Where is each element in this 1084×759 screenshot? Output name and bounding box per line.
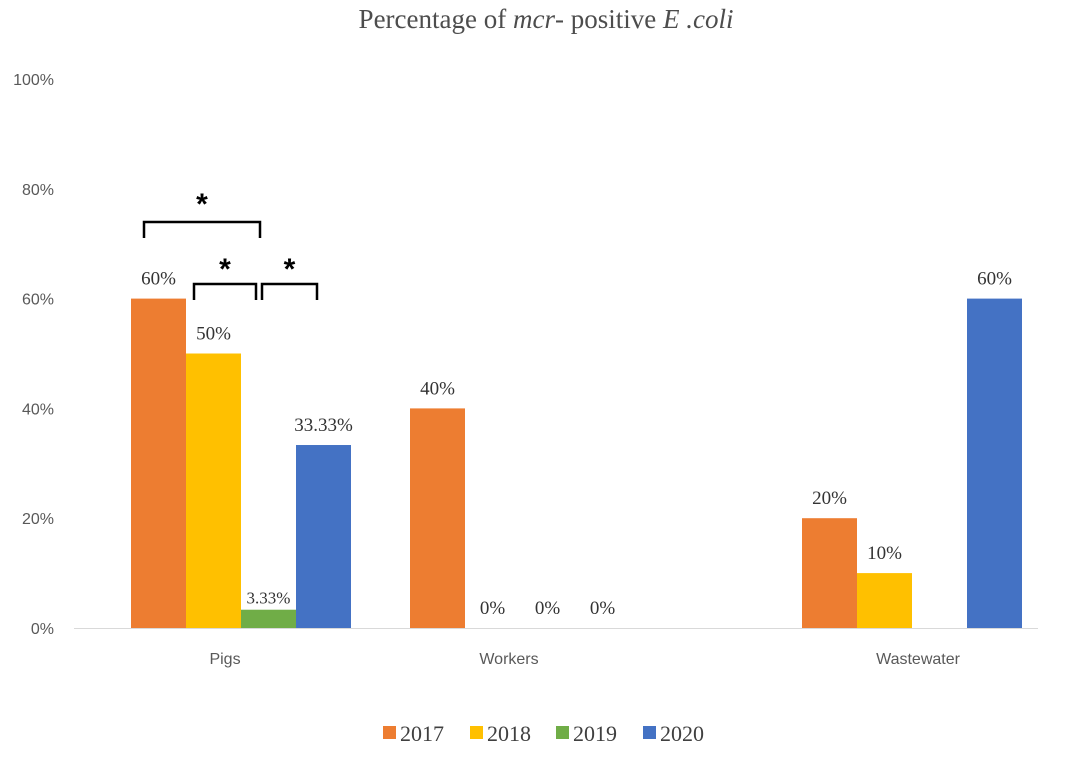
bar-pigs-2019 — [241, 609, 296, 628]
significance-bracket — [260, 282, 319, 300]
data-labels: 60% 50% 3.33% 33.33% 40% 0% 0% 0% 20% 10% 60% — [141, 269, 1012, 619]
significance-star: * — [219, 253, 231, 286]
data-label-wastewater-2020: 60% — [977, 269, 1012, 290]
bar-wastewater-2017 — [802, 518, 857, 628]
significance-star: * — [196, 188, 208, 221]
y-axis: 0% 20% 40% 60% 80% 100% — [13, 72, 54, 638]
category-label: Workers — [479, 651, 538, 668]
data-label-pigs-2017: 60% — [141, 269, 176, 290]
y-tick-label: 80% — [22, 182, 54, 199]
data-label-wastewater-2018: 10% — [867, 543, 902, 564]
y-tick-label: 0% — [31, 621, 54, 638]
x-axis-categories: Pigs Workers Wastewater — [209, 651, 960, 668]
y-tick-label: 60% — [22, 292, 54, 309]
data-label-workers-2017: 40% — [420, 378, 455, 399]
category-label: Pigs — [209, 651, 240, 668]
y-tick-label: 100% — [13, 72, 54, 89]
legend-label-2019: 2019 — [573, 721, 617, 746]
bar-pigs-2018 — [186, 353, 241, 628]
legend-label-2018: 2018 — [487, 721, 531, 746]
data-label-pigs-2020: 33.33% — [294, 415, 353, 436]
bar-pigs-2017 — [131, 298, 186, 628]
chart-title: Percentage of mcr- positive E .coli — [359, 4, 734, 34]
significance-bracket — [142, 220, 262, 238]
y-tick-label: 40% — [22, 401, 54, 418]
bar-wastewater-2020 — [967, 298, 1022, 628]
legend-swatch-2019 — [556, 726, 569, 739]
significance-brackets: * * * — [142, 188, 319, 300]
legend-swatch-2020 — [643, 726, 656, 739]
bars — [131, 298, 1022, 628]
legend-label-2020: 2020 — [660, 721, 704, 746]
legend-label-2017: 2017 — [400, 721, 444, 746]
data-label-workers-2019: 0% — [535, 598, 561, 619]
y-tick-label: 20% — [22, 511, 54, 528]
data-label-pigs-2019: 3.33% — [247, 589, 291, 608]
data-label-workers-2020: 0% — [590, 598, 616, 619]
legend-swatch-2018 — [470, 726, 483, 739]
data-label-pigs-2018: 50% — [196, 324, 231, 345]
bar-workers-2017 — [410, 408, 465, 628]
category-label: Wastewater — [876, 651, 961, 668]
bar-pigs-2020 — [296, 445, 351, 628]
significance-bracket — [192, 282, 258, 300]
legend-swatch-2017 — [383, 726, 396, 739]
bar-wastewater-2018 — [857, 573, 912, 628]
legend: 2017 2018 2019 2020 — [383, 721, 704, 746]
data-label-wastewater-2017: 20% — [812, 488, 847, 509]
data-label-workers-2018: 0% — [480, 598, 506, 619]
significance-star: * — [284, 253, 296, 286]
